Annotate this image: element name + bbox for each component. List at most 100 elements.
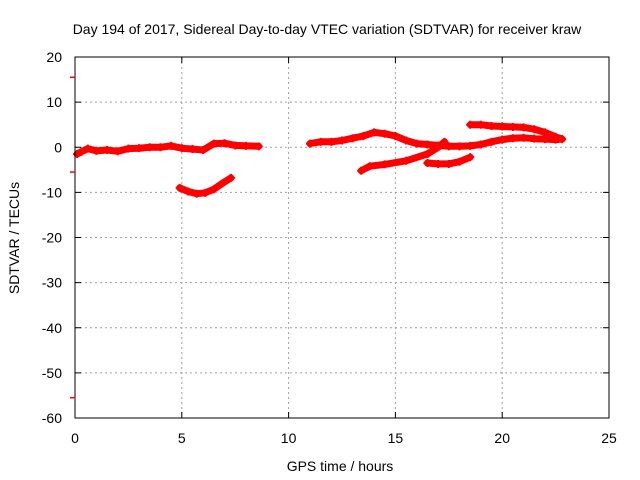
y-tick-label: -40 (42, 320, 62, 336)
chart-title: Day 194 of 2017, Sidereal Day-to-day VTE… (73, 21, 582, 37)
x-tick-label: 15 (388, 430, 404, 446)
data-point (558, 135, 567, 144)
data-point (498, 135, 507, 144)
data-point (391, 131, 400, 140)
data-point (455, 142, 464, 151)
data-point (316, 137, 325, 146)
data-point (519, 123, 528, 132)
series-arc-2 (175, 173, 235, 198)
x-tick-label: 25 (601, 430, 617, 446)
data-point (92, 146, 101, 155)
x-tick-labels: 0 5 10 15 20 25 (71, 430, 617, 446)
data-point (305, 139, 314, 148)
data-point (370, 128, 379, 137)
data-point (423, 150, 432, 159)
data-point (192, 189, 201, 198)
data-point (380, 160, 389, 169)
data-point (135, 144, 144, 153)
data-point (487, 122, 496, 131)
y-axis-label: SDTVAR / TECUs (6, 182, 22, 294)
data-point (540, 128, 549, 137)
data-point (184, 187, 193, 196)
data-point (220, 139, 229, 148)
data-point (175, 183, 184, 192)
series-arc-1 (73, 139, 263, 159)
data-point (380, 129, 389, 138)
data-point (218, 179, 227, 188)
data-point (434, 159, 443, 168)
data-point (73, 150, 82, 159)
data-point (77, 147, 86, 156)
data-point (466, 141, 475, 150)
series-arc-6 (466, 120, 567, 144)
data-point (540, 135, 549, 144)
data-point (444, 159, 453, 168)
data-point (444, 142, 453, 151)
data-point (423, 140, 432, 149)
y-tick-labels: -60 -50 -40 -30 -20 -10 0 10 20 (42, 49, 62, 426)
data-point (508, 134, 517, 143)
data-point (519, 133, 528, 142)
series-line (466, 121, 566, 143)
y-tick-label: -10 (42, 184, 62, 200)
data-point (402, 156, 411, 165)
data-point (476, 140, 485, 149)
data-point (156, 143, 165, 152)
data-point (466, 120, 475, 129)
x-axis-label: GPS time / hours (287, 458, 394, 474)
data-point (254, 142, 263, 151)
data-point (83, 144, 92, 153)
y-tick-label: 20 (46, 49, 62, 65)
data-point (226, 173, 235, 182)
series-arc-4 (357, 137, 449, 175)
data-point (103, 145, 112, 154)
y-tick-label: 0 (54, 139, 62, 155)
data-point (455, 157, 464, 166)
data-point (209, 139, 218, 148)
data-point (201, 188, 210, 197)
data-point (177, 144, 186, 153)
data-point (440, 137, 449, 146)
y-tick-label: -30 (42, 275, 62, 291)
data-point (327, 137, 336, 146)
data-point (487, 137, 496, 146)
data-point (402, 136, 411, 145)
y-tick-label: 10 (46, 94, 62, 110)
x-tick-label: 20 (494, 430, 510, 446)
data-point (338, 136, 346, 145)
data-point (167, 141, 176, 150)
series-arc-5 (423, 153, 475, 168)
data-point (209, 185, 218, 194)
data-point (476, 120, 485, 129)
y-tick-label: -50 (42, 365, 62, 381)
data-point (145, 143, 154, 152)
data-point (365, 162, 374, 171)
data-point (359, 131, 368, 140)
data-point (124, 144, 133, 153)
data-point (231, 141, 240, 150)
data-point (357, 166, 366, 175)
data-point (348, 134, 357, 143)
data-point (508, 122, 517, 131)
data-point (551, 132, 560, 141)
data-point (188, 145, 197, 154)
data-point (434, 143, 443, 152)
axis-ticks (70, 56, 610, 419)
data-point (498, 122, 507, 131)
x-tick-label: 5 (178, 430, 186, 446)
x-tick-label: 10 (281, 430, 297, 446)
x-tick-label: 0 (71, 430, 79, 446)
data-point (423, 159, 432, 168)
data-point (530, 134, 539, 143)
grid (75, 57, 609, 418)
y-tick-label: -60 (42, 410, 62, 426)
data-point (466, 153, 475, 162)
data-point (412, 139, 421, 148)
data-point (530, 125, 539, 134)
data-point (199, 145, 208, 154)
data-point (113, 147, 122, 156)
y-tick-label: -20 (42, 230, 62, 246)
data-series (73, 120, 567, 198)
data-point (241, 141, 250, 150)
